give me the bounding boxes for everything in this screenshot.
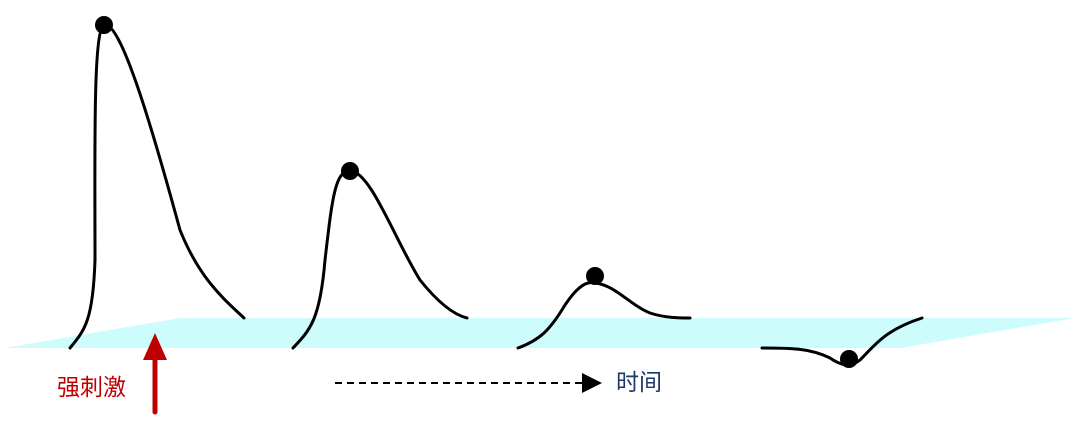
- peak-dot-2: [341, 162, 359, 180]
- time-label: 时间: [616, 370, 662, 396]
- peak-dot-3: [586, 267, 604, 285]
- stimulus-arrow-head: [143, 333, 167, 360]
- baseline-plane: [5, 318, 1075, 348]
- stimulus-label: 强刺激: [57, 375, 126, 401]
- response-curve-1: [68, 23, 246, 350]
- peak-dot-1: [95, 16, 113, 34]
- peak-dot-4: [840, 350, 858, 368]
